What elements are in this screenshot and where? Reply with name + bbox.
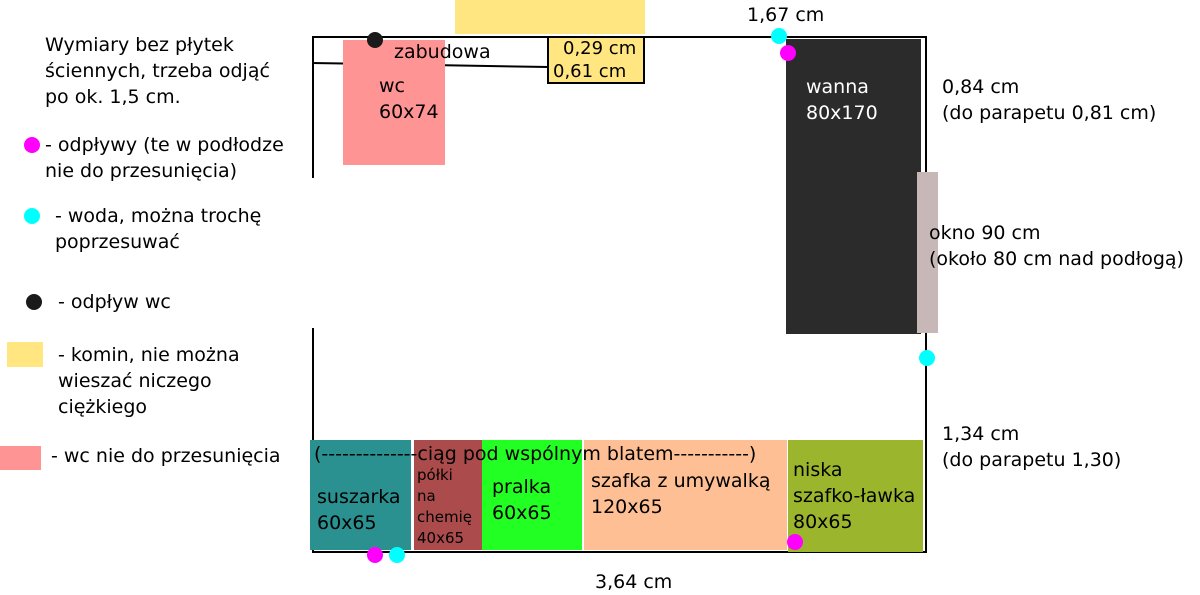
washer-label: pralka 60x65 [492,476,552,524]
chimney-top [455,0,645,34]
right-dimension-top: 0,84 cm (do parapetu 0,81 cm) [942,76,1157,124]
chimney-dim-1: 0,29 cm [563,38,637,59]
water-point-bath-icon [771,28,787,44]
window-label: okno 90 cm (około 80 cm nad podłogą) [929,222,1184,270]
sink-cabinet-label: szafka z umywalką 120x65 [591,470,771,518]
wc-swatch-icon [0,446,41,470]
top-dimension: 1,67 cm [747,4,825,26]
chimney-swatch-icon [7,342,43,367]
water-point-dryer-icon [389,547,405,563]
wall-bottom [312,551,927,553]
bathtub-label: wanna 80x170 [806,76,878,124]
sink-cabinet-box [584,440,787,550]
legend-note: Wymiary bez płytek ściennych, trzeba odj… [45,34,270,108]
water-marker-icon [24,208,40,224]
water-point-right-icon [919,350,935,366]
wc-drain-icon [367,32,383,48]
dryer-box [310,440,411,550]
drain-sink-icon [787,534,803,550]
drain-bath-icon [780,45,796,61]
wc-box [343,40,445,165]
drain-dryer-icon [367,547,383,563]
legend-water: - woda, można trochę poprzesuwać [55,205,262,253]
legend-chimney: - komin, nie można wieszać niczego ciężk… [58,344,240,418]
right-dimension-bottom: 1,34 cm (do parapetu 1,30) [942,423,1122,471]
zabudowa-label: zabudowa [394,41,491,63]
wc-label: wc 60x74 [379,75,439,123]
window-box [917,172,938,333]
legend-wc-drain: - odpływ wc [58,291,171,313]
washer-box [482,440,582,550]
legend-wc-fixed: - wc nie do przesunięcia [51,445,281,467]
chimney-inset [547,36,645,84]
bottom-dimension: 3,64 cm [595,571,673,593]
wall-left-upper [312,36,314,178]
bench-box [788,440,923,552]
shelves-box [414,440,482,550]
bathtub-box [786,39,921,334]
wall-top-left [312,36,548,38]
bench-label: niska szafko-ławka 80x65 [793,459,916,533]
legend-drains: - odpływy (te w podłodze nie do przesuni… [45,134,284,182]
chimney-dim-2: 0,61 cm [553,61,627,82]
drain-marker-icon [24,137,40,153]
shelves-label: półki na chemię 40x65 [417,466,472,547]
counter-note: (--------------ciąg pod wspólnym blatem-… [314,443,757,465]
wc-drain-marker-icon [26,294,42,310]
dryer-label: suszarka 60x65 [317,486,401,534]
